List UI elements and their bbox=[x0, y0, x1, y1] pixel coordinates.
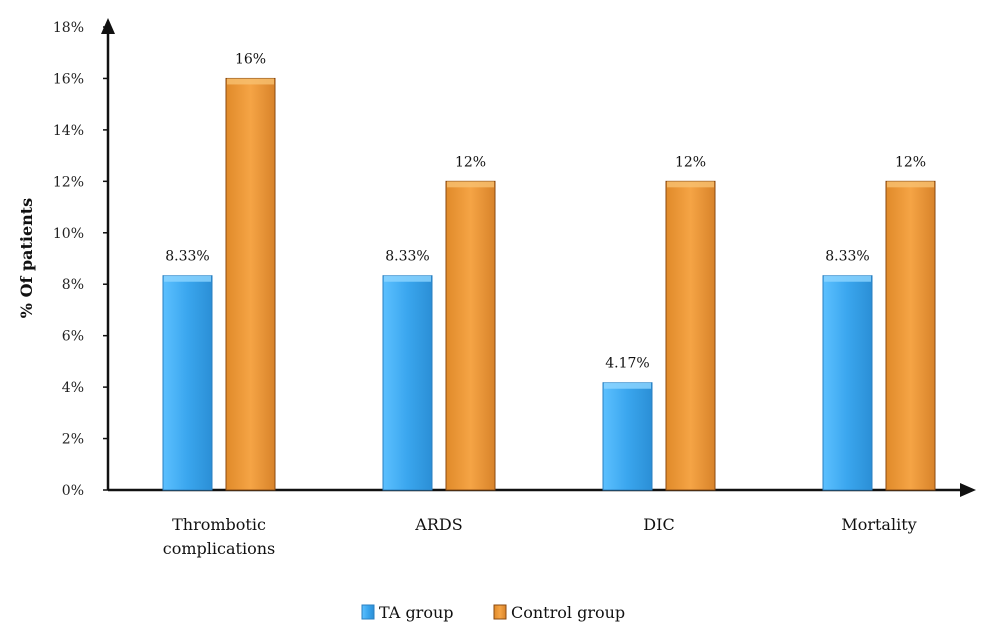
data-label: 8.33% bbox=[165, 249, 209, 265]
y-tick-label: 2% bbox=[62, 432, 84, 448]
bar-control-2 bbox=[665, 180, 716, 491]
bar-ta-3 bbox=[822, 275, 873, 491]
bar-ta-1 bbox=[382, 275, 433, 491]
bar-cap bbox=[604, 382, 651, 389]
bar-control-1 bbox=[445, 180, 496, 491]
bar-cap bbox=[447, 181, 494, 188]
x-axis-arrow bbox=[960, 483, 976, 497]
y-tick-label: 10% bbox=[53, 226, 84, 242]
bar-cap bbox=[164, 275, 211, 282]
bar-control-3 bbox=[885, 180, 936, 491]
y-tick-label: 0% bbox=[62, 483, 84, 499]
data-label: 16% bbox=[235, 51, 266, 67]
y-tick-label: 4% bbox=[62, 380, 84, 396]
x-category-label: ARDS bbox=[414, 515, 462, 534]
data-label: 4.17% bbox=[605, 356, 649, 372]
data-label: 8.33% bbox=[385, 249, 429, 265]
y-tick-label: 14% bbox=[53, 123, 84, 139]
bar-cap bbox=[887, 181, 934, 188]
data-label: 12% bbox=[455, 154, 486, 170]
y-tick-label: 12% bbox=[53, 174, 84, 190]
bar-ta-2 bbox=[602, 382, 653, 491]
legend-label: Control group bbox=[511, 603, 625, 622]
x-category-label: DIC bbox=[643, 515, 674, 534]
bar-cap bbox=[824, 275, 871, 282]
bar-cap bbox=[384, 275, 431, 282]
bar-cap bbox=[667, 181, 714, 188]
y-tick-label: 18% bbox=[53, 20, 84, 36]
y-axis-title: % Of patients bbox=[17, 198, 36, 318]
legend-label: TA group bbox=[379, 603, 454, 622]
data-label: 12% bbox=[895, 154, 926, 170]
data-label: 12% bbox=[675, 154, 706, 170]
y-tick-label: 6% bbox=[62, 329, 84, 345]
x-category-label: Thrombotic bbox=[172, 515, 266, 534]
bar-ta-0 bbox=[162, 275, 213, 491]
bar-control-0 bbox=[225, 77, 276, 491]
x-category-label: complications bbox=[163, 539, 275, 558]
y-axis-arrow bbox=[101, 18, 115, 34]
legend-swatch-ta bbox=[361, 604, 375, 620]
x-category-label: Mortality bbox=[841, 515, 916, 534]
y-tick-label: 8% bbox=[62, 277, 84, 293]
y-tick-label: 16% bbox=[53, 71, 84, 87]
bar-cap bbox=[227, 78, 274, 85]
legend-swatch-control bbox=[493, 604, 507, 620]
data-label: 8.33% bbox=[825, 249, 869, 265]
